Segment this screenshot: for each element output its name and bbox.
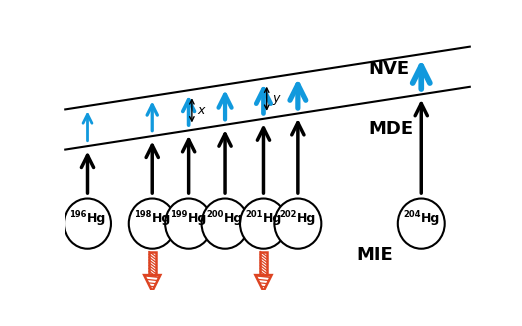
- Ellipse shape: [240, 199, 287, 249]
- Text: x: x: [197, 104, 205, 117]
- Text: 196: 196: [69, 210, 87, 219]
- Text: 201: 201: [245, 210, 263, 219]
- Ellipse shape: [398, 199, 445, 249]
- Ellipse shape: [165, 199, 212, 249]
- Ellipse shape: [64, 199, 111, 249]
- Text: 198: 198: [134, 210, 151, 219]
- Text: Hg: Hg: [224, 212, 243, 225]
- Text: MIE: MIE: [357, 246, 393, 264]
- Text: 204: 204: [403, 210, 420, 219]
- Text: MDE: MDE: [369, 121, 414, 139]
- Text: Hg: Hg: [151, 212, 171, 225]
- Text: 199: 199: [171, 210, 188, 219]
- Text: y: y: [272, 92, 280, 105]
- Text: Hg: Hg: [188, 212, 207, 225]
- Text: 202: 202: [280, 210, 297, 219]
- Text: NVE: NVE: [369, 60, 410, 78]
- Text: 200: 200: [207, 210, 224, 219]
- Text: Hg: Hg: [297, 212, 316, 225]
- Ellipse shape: [201, 199, 248, 249]
- Text: Hg: Hg: [87, 212, 106, 225]
- Text: Hg: Hg: [420, 212, 440, 225]
- Text: Hg: Hg: [263, 212, 282, 225]
- Ellipse shape: [129, 199, 176, 249]
- Ellipse shape: [275, 199, 322, 249]
